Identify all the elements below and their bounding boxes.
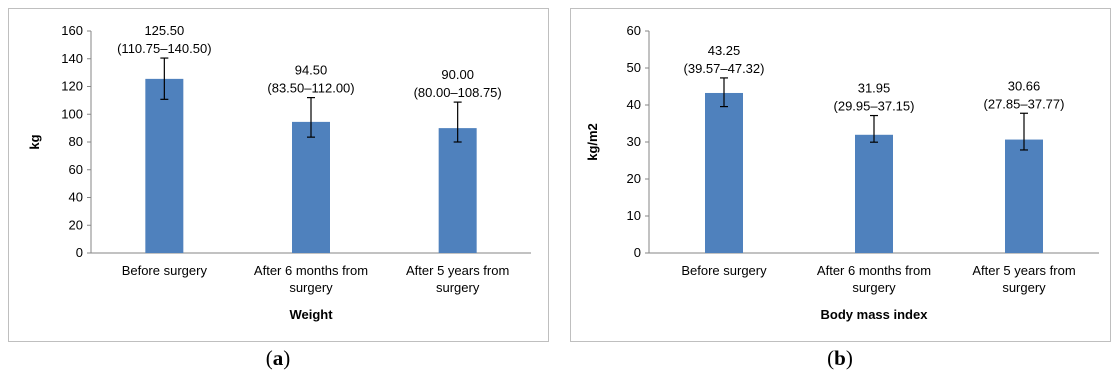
data-label-value: 30.66 [1008,78,1041,93]
y-axis-title: kg/m2 [585,123,600,161]
x-tick-label: Before surgery [122,263,208,278]
y-tick-label: 80 [69,134,83,149]
x-tick-label-line: After 5 years from [972,263,1075,278]
data-label-value: 43.25 [708,43,741,58]
x-tick-label: After 5 years from surgery [972,263,1075,295]
y-tick-label: 0 [634,245,641,260]
x-tick-label: After 5 years from surgery [406,263,509,295]
x-tick-label-line: surgery [852,280,896,295]
chart-panel-bmi: 0 10 20 30 40 50 60 kg/m2 Body mass index 43.25 (3… [570,8,1111,342]
x-tick-label: After 6 months from surgery [817,263,931,295]
bar [292,121,330,253]
y-tick-label: 100 [61,106,83,121]
data-label-range: (110.75–140.50) [117,41,211,56]
y-tick-label: 50 [627,60,641,75]
y-tick-label: 20 [627,171,641,186]
y-tick-label: 20 [69,217,83,232]
y-tick-label: 40 [627,97,641,112]
weight-bar-chart: 0 20 40 60 80 100 120 140 160 kg Weight 125.50 (110.… [27,23,531,322]
bar [705,92,743,253]
data-label-value: 125.50 [144,23,184,38]
x-axis-title: Body mass index [821,307,929,322]
y-tick-label: 140 [61,51,83,66]
caption-a: (a) [265,346,291,370]
bar [1005,139,1043,253]
bmi-bar-chart: 0 10 20 30 40 50 60 kg/m2 Body mass index 43.25 (3… [585,23,1099,322]
data-label-value: 90.00 [441,67,474,82]
y-axis-title: kg [27,134,42,149]
x-tick-label: After 6 months from surgery [254,263,368,295]
x-tick-label-line: surgery [289,280,333,295]
y-tick-label: 0 [76,245,83,260]
data-label-range: (29.95–37.15) [834,99,915,114]
data-label-range: (27.85–37.77) [984,96,1065,111]
x-tick-label-line: After 6 months from [817,263,931,278]
bar [855,134,893,253]
data-label-value: 31.95 [858,81,891,96]
data-label-range: (83.50–112.00) [267,81,354,96]
data-label-range: (39.57–47.32) [684,61,765,76]
y-tick-label: 40 [69,190,83,205]
x-tick-label-line: After 5 years from [406,263,509,278]
x-axis-title: Weight [289,307,333,322]
y-tick-label: 30 [627,134,641,149]
y-tick-label: 60 [69,162,83,177]
y-tick-label: 60 [627,23,641,38]
x-tick-label-line: Before surgery [681,263,767,278]
y-tick-label: 120 [61,79,83,94]
chart-panel-weight: 0 20 40 60 80 100 120 140 160 kg Weight 125.50 (110.… [8,8,549,342]
data-label-value: 94.50 [295,63,328,78]
x-tick-label-line: surgery [1002,280,1046,295]
bar [145,78,184,254]
x-tick-label: Before surgery [681,263,767,278]
x-tick-label-line: surgery [436,280,480,295]
x-tick-label-line: Before surgery [122,263,208,278]
y-tick-label: 10 [627,208,641,223]
x-tick-label-line: After 6 months from [254,263,368,278]
caption-b: (b) [827,346,853,370]
y-tick-label: 160 [61,23,83,38]
bar [438,128,477,253]
data-label-range: (80.00–108.75) [414,85,502,100]
